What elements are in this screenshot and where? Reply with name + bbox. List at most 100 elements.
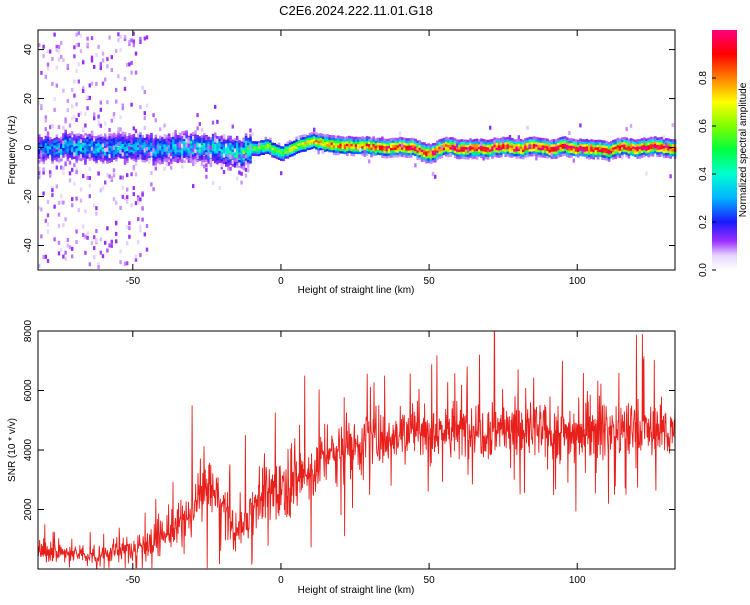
heatmap-cell: [427, 155, 430, 159]
heatmap-cell: [233, 140, 237, 144]
heatmap-cell: [374, 150, 378, 154]
heatmap-cell: [530, 149, 534, 152]
heatmap-cell: [181, 148, 184, 151]
heatmap-cell: [568, 145, 571, 149]
heatmap-cell: [128, 152, 131, 156]
heatmap-cell: [68, 145, 72, 148]
heatmap-cell: [95, 239, 98, 244]
heatmap-cell: [618, 148, 622, 151]
heatmap-cell: [181, 155, 184, 160]
heatmap-cell: [121, 141, 125, 144]
heatmap-cell: [255, 153, 259, 157]
heatmap-cell: [225, 149, 228, 153]
heatmap-cell: [88, 133, 92, 137]
heatmap-cell: [601, 157, 604, 160]
x-tick-label: 50: [424, 575, 436, 586]
heatmap-cell: [137, 197, 140, 202]
heatmap-cell: [97, 114, 100, 119]
heatmap-cell: [220, 158, 224, 162]
heatmap-cell: [381, 147, 384, 151]
heatmap-cell: [51, 81, 54, 86]
heatmap-cell: [297, 140, 301, 144]
heatmap-cell: [607, 146, 611, 150]
heatmap-cell: [627, 148, 631, 152]
heatmap-cell: [519, 141, 523, 144]
heatmap-cell: [126, 145, 129, 149]
heatmap-cell: [407, 140, 411, 144]
heatmap-cell: [324, 134, 327, 138]
heatmap-cell: [508, 155, 512, 158]
heatmap-cell: [658, 144, 661, 148]
heatmap-cell: [198, 153, 202, 156]
heatmap-cell: [181, 143, 184, 148]
heatmap-cell: [101, 143, 105, 148]
heatmap-cell: [218, 160, 221, 164]
heatmap-cell: [629, 148, 633, 151]
heatmap-cell: [458, 151, 461, 155]
heatmap-cell: [189, 138, 193, 141]
heatmap-cell: [643, 144, 646, 148]
heatmap-cell: [291, 144, 294, 147]
heatmap-cell: [64, 132, 67, 135]
heatmap-cell: [508, 150, 512, 153]
heatmap-cell: [238, 145, 241, 148]
heatmap-cell: [106, 147, 109, 152]
heatmap-cell: [660, 151, 664, 155]
heatmap-cell: [612, 144, 615, 148]
heatmap-cell: [541, 142, 545, 146]
heatmap-cell: [227, 150, 230, 153]
heatmap-cell: [621, 155, 624, 160]
heatmap-cell: [634, 154, 637, 157]
heatmap-cell: [165, 149, 169, 153]
heatmap-cell: [493, 149, 496, 153]
heatmap-cell: [273, 147, 276, 151]
heatmap-cell: [317, 145, 320, 149]
heatmap-cell: [577, 144, 580, 148]
heatmap-cell: [84, 157, 87, 161]
heatmap-cell: [357, 146, 360, 150]
heatmap-cell: [123, 132, 127, 135]
heatmap-cell: [423, 142, 426, 145]
heatmap-cell: [211, 120, 215, 125]
heatmap-cell: [561, 146, 565, 149]
heatmap-cell: [119, 155, 122, 159]
heatmap-cell: [453, 155, 457, 158]
heatmap-cell: [38, 136, 41, 140]
heatmap-cell: [211, 133, 215, 137]
heatmap-cell: [200, 159, 204, 163]
heatmap-cell: [117, 38, 120, 43]
heatmap-x-ticks: -50 0 50 100: [126, 30, 586, 287]
heatmap-cell: [464, 142, 468, 145]
heatmap-cell: [335, 138, 338, 141]
heatmap-cell: [390, 152, 393, 156]
heatmap-cell: [242, 164, 246, 168]
heatmap-cell: [484, 149, 488, 152]
heatmap-cell: [79, 151, 83, 154]
heatmap-cell: [658, 139, 661, 143]
heatmap-cell: [249, 153, 252, 157]
heatmap-cell: [427, 150, 430, 154]
heatmap-cell: [566, 144, 569, 148]
heatmap-cell: [552, 139, 556, 142]
heatmap-cell: [434, 147, 437, 151]
heatmap-cell: [280, 158, 283, 161]
heatmap-cell: [258, 142, 261, 147]
heatmap-cell: [40, 234, 43, 239]
heatmap-cell: [97, 154, 100, 158]
heatmap-cell: [198, 148, 202, 151]
heatmap-cell: [123, 196, 127, 201]
heatmap-cell: [669, 144, 672, 147]
heatmap-cell: [440, 148, 444, 151]
heatmap-cell: [321, 149, 325, 154]
heatmap-cell: [209, 153, 212, 158]
heatmap-cell: [132, 158, 136, 161]
heatmap-cell: [218, 153, 221, 158]
heatmap-cell: [57, 145, 61, 148]
heatmap-cell: [97, 142, 100, 146]
heatmap-cell: [42, 191, 45, 196]
heatmap-cell: [99, 100, 102, 105]
heatmap-cell: [38, 151, 41, 154]
heatmap-cell: [161, 161, 164, 164]
heatmap-cell: [220, 151, 224, 155]
heatmap-cell: [517, 146, 521, 149]
